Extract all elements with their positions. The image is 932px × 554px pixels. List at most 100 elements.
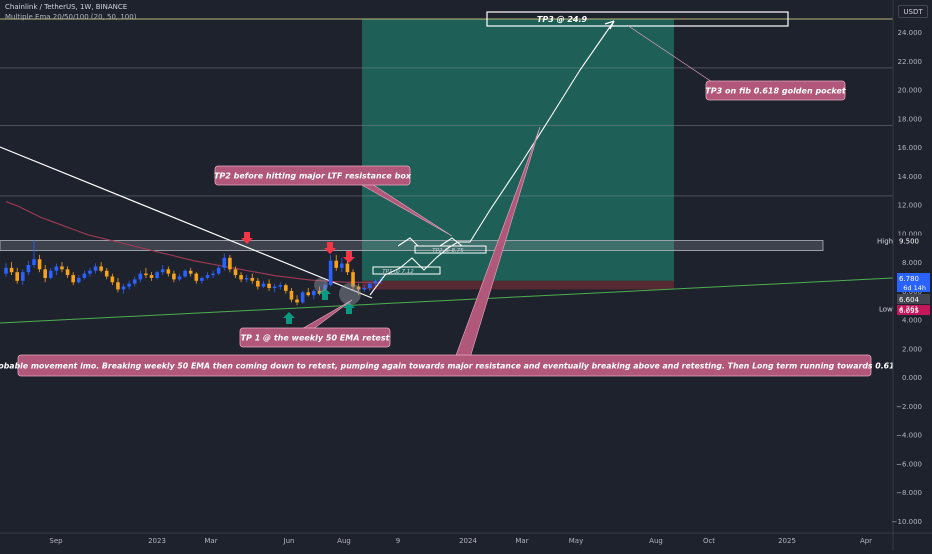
candle-body[interactable] [60, 266, 64, 270]
candle-body[interactable] [368, 283, 372, 289]
candle-body[interactable] [48, 270, 53, 278]
projection-zigzag [397, 237, 419, 247]
tp1-callout[interactable] [239, 327, 391, 348]
candle-body[interactable] [312, 290, 316, 296]
candle-body[interactable] [54, 266, 59, 271]
candle-body[interactable] [88, 270, 92, 274]
tp2-callout-text: TP2 before hitting major LTF resistance … [214, 172, 412, 181]
tp2-box[interactable] [414, 245, 487, 254]
candle-body[interactable] [15, 272, 19, 281]
candle-body[interactable] [233, 269, 238, 276]
time-axis[interactable]: Sep 2023 Mar Jun Aug 9 2024 Mar May Aug Oct 2025 Apr [0, 532, 932, 545]
price-tick-label: 14.000 [898, 173, 923, 181]
candle-body[interactable] [205, 275, 210, 278]
currency-button[interactable]: USDT [898, 5, 928, 18]
candle-body[interactable] [340, 263, 344, 268]
candle-body[interactable] [351, 272, 355, 287]
movement-callout[interactable] [17, 354, 872, 377]
candle-body[interactable] [20, 272, 25, 281]
tp1-box[interactable] [372, 266, 441, 275]
candle-body[interactable] [216, 267, 221, 274]
candle-body[interactable] [71, 275, 75, 283]
candle-body[interactable] [256, 280, 260, 287]
projection-zigzag [439, 237, 463, 247]
candle-body[interactable] [211, 273, 215, 276]
annotations-layer[interactable]: TP3 @ 24.9 TP2 @ 8.75 TP1 @ 7.12 TP3 on fib… [0, 11, 901, 377]
candles-layer[interactable] [4, 240, 383, 306]
candle-body[interactable] [278, 285, 283, 287]
candle-body[interactable] [261, 283, 266, 287]
candle-body[interactable] [306, 292, 311, 296]
symbol-title[interactable]: Chainlink / TetherUS, 1W, BINANCE [5, 3, 128, 11]
price-tick-label: −6.000 [896, 460, 922, 468]
candle-body[interactable] [228, 257, 232, 270]
candle-body[interactable] [76, 277, 81, 283]
candle-body[interactable] [272, 286, 277, 289]
indicator-legend[interactable]: Multiple Ema 20/50/100 (20, 50, 100) [5, 13, 137, 21]
candle-body[interactable] [110, 276, 115, 283]
candle-body[interactable] [37, 259, 42, 270]
tp2-callout[interactable] [214, 165, 411, 186]
candle-body[interactable] [250, 277, 255, 281]
candle-body[interactable] [138, 273, 143, 280]
candle-body[interactable] [284, 285, 288, 291]
candle-body[interactable] [116, 282, 120, 290]
buy-arrow-icon [283, 312, 295, 324]
price-tick-label: 2.000 [902, 345, 922, 353]
tp3-box[interactable] [486, 11, 789, 27]
candle-body[interactable] [172, 273, 176, 280]
candle-body[interactable] [317, 290, 322, 294]
candle-body[interactable] [93, 266, 98, 271]
candle-body[interactable] [144, 273, 148, 276]
time-tick-label: 2023 [148, 537, 166, 545]
tp3-callout[interactable] [705, 80, 846, 101]
candle-body[interactable] [82, 273, 87, 278]
price-tick-label: 16.000 [898, 144, 923, 152]
candle-body[interactable] [373, 280, 378, 284]
price-axis[interactable]: 24.000 22.000 20.000 18.000 16.000 14.000 12.0… [877, 0, 932, 550]
last-price-tag [897, 273, 930, 292]
candle-body[interactable] [334, 260, 339, 268]
candle-body[interactable] [99, 266, 103, 271]
candle-body[interactable] [200, 277, 204, 281]
high-price-tag [897, 235, 930, 246]
candle-body[interactable] [356, 286, 361, 290]
candle-body[interactable] [4, 267, 8, 274]
tp3-label: TP3 @ 24.9 [537, 15, 588, 24]
candle-body[interactable] [9, 267, 14, 273]
candle-body[interactable] [345, 263, 350, 273]
candle-body[interactable] [65, 269, 70, 276]
candle-body[interactable] [267, 283, 271, 289]
candle-body[interactable] [362, 288, 367, 290]
candle-body[interactable] [188, 270, 193, 274]
low-label: Low [879, 306, 893, 314]
candle-body[interactable] [328, 260, 333, 286]
candle-body[interactable] [289, 290, 294, 300]
candle-body[interactable] [239, 275, 243, 280]
candle-body[interactable] [43, 269, 47, 278]
candle-body[interactable] [132, 279, 137, 284]
time-tick-label: Jun [283, 537, 295, 545]
time-tick-label: Apr [860, 537, 872, 545]
high-label: High [877, 238, 893, 246]
candle-body[interactable] [194, 273, 199, 281]
candle-body[interactable] [222, 257, 227, 268]
candle-body[interactable] [166, 269, 171, 274]
candle-body[interactable] [244, 277, 249, 280]
candle-body[interactable] [26, 264, 31, 273]
time-tick-label: 2025 [778, 537, 796, 545]
candle-body[interactable] [104, 270, 109, 277]
candle-body[interactable] [160, 269, 165, 273]
candle-body[interactable] [295, 299, 299, 303]
candle-body[interactable] [121, 286, 126, 290]
candle-body[interactable] [127, 283, 131, 287]
candle-body[interactable] [149, 275, 154, 278]
candle-body[interactable] [177, 276, 182, 280]
candle-body[interactable] [300, 292, 305, 303]
horizontal-levels-layer [0, 18, 893, 252]
candle-body[interactable] [155, 272, 159, 278]
candle-body[interactable] [183, 270, 187, 277]
candle-body[interactable] [32, 259, 36, 265]
